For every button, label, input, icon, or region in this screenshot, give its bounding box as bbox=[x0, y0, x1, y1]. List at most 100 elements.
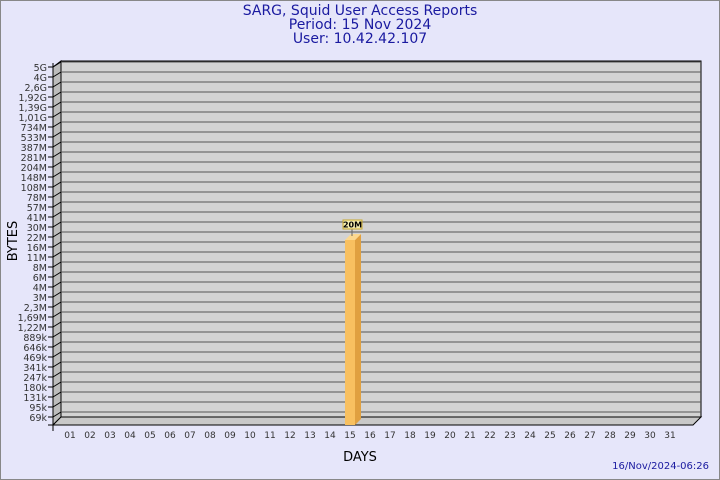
y-tick-label: 387M bbox=[21, 143, 47, 154]
y-tick-depth bbox=[52, 231, 62, 238]
y-tick-depth bbox=[52, 361, 62, 368]
y-tick-depth bbox=[52, 161, 62, 168]
y-tick-depth bbox=[52, 201, 62, 208]
y-tick-depth bbox=[52, 141, 62, 148]
y-tick-depth bbox=[52, 341, 62, 348]
x-tick-label: 21 bbox=[464, 431, 475, 441]
y-tick-label: 1,39G bbox=[18, 103, 47, 114]
bar-top bbox=[345, 233, 361, 240]
x-tick-label: 01 bbox=[64, 431, 75, 441]
x-tick-label: 30 bbox=[644, 431, 656, 441]
y-tick-label: 281M bbox=[21, 153, 47, 164]
y-tick-label: 11M bbox=[27, 253, 47, 264]
y-tick-depth bbox=[52, 171, 62, 178]
bar-front bbox=[345, 239, 355, 425]
x-tick-label: 13 bbox=[304, 431, 315, 441]
y-tick-depth bbox=[52, 241, 62, 248]
y-tick-label: 4G bbox=[34, 73, 47, 84]
y-tick-label: 108M bbox=[21, 183, 47, 194]
y-tick-label: 95k bbox=[29, 403, 47, 414]
y-tick-label: 57M bbox=[27, 203, 47, 214]
bar-value-label: 20M bbox=[343, 220, 362, 229]
y-tick-depth bbox=[52, 151, 62, 158]
y-tick-label: 22M bbox=[27, 233, 47, 244]
y-tick-depth bbox=[52, 111, 62, 118]
y-tick-label: 469k bbox=[23, 353, 47, 364]
bar-label-box bbox=[342, 219, 363, 230]
y-tick-depth bbox=[52, 71, 62, 78]
y-tick-depth bbox=[52, 381, 62, 388]
y-tick-depth bbox=[52, 81, 62, 88]
y-tick-depth bbox=[52, 211, 62, 218]
y-tick-depth bbox=[52, 311, 62, 318]
y-tick-label: 533M bbox=[21, 133, 47, 144]
y-tick-depth bbox=[52, 321, 62, 328]
y-tick-depth bbox=[52, 101, 62, 108]
generated-timestamp: 16/Nov/2024-06:26 bbox=[612, 461, 709, 472]
y-tick-depth bbox=[52, 281, 62, 288]
y-tick-depth bbox=[52, 411, 62, 418]
chart-title: SARG, Squid User Access Reports bbox=[242, 3, 478, 19]
y-tick-label: 204M bbox=[21, 163, 47, 174]
x-tick-label: 16 bbox=[364, 431, 376, 441]
y-tick-depth bbox=[52, 331, 62, 338]
y-tick-depth bbox=[52, 261, 62, 268]
y-tick-label: 2,3M bbox=[24, 303, 47, 314]
x-tick-label: 06 bbox=[164, 431, 176, 441]
x-tick-label: 04 bbox=[124, 431, 136, 441]
y-tick-label: 8M bbox=[33, 263, 47, 274]
y-tick-depth bbox=[52, 401, 62, 408]
x-tick-label: 22 bbox=[484, 431, 495, 441]
y-tick-depth bbox=[52, 391, 62, 398]
y-tick-label: 341k bbox=[23, 363, 47, 374]
y-tick-label: 41M bbox=[27, 213, 47, 224]
x-tick-label: 26 bbox=[564, 431, 576, 441]
x-tick-label: 19 bbox=[424, 431, 436, 441]
y-tick-depth bbox=[52, 181, 62, 188]
x-tick-label: 08 bbox=[204, 431, 216, 441]
y-tick-label: 148M bbox=[21, 173, 47, 184]
y-tick-label: 180k bbox=[23, 383, 47, 394]
y-tick-depth bbox=[52, 91, 62, 98]
plot-floor bbox=[51, 416, 703, 426]
y-tick-label: 1,01G bbox=[18, 113, 47, 124]
y-tick-label: 889k bbox=[23, 333, 47, 344]
bar-side bbox=[355, 233, 361, 425]
x-tick-label: 17 bbox=[384, 431, 395, 441]
y-tick-depth bbox=[52, 191, 62, 198]
x-axis-title: DAYS bbox=[343, 450, 377, 465]
y-tick-label: 1,22M bbox=[18, 323, 47, 334]
y-tick-label: 6M bbox=[33, 273, 47, 284]
y-tick-depth bbox=[52, 271, 62, 278]
x-tick-label: 12 bbox=[284, 431, 295, 441]
y-tick-label: 3M bbox=[33, 293, 47, 304]
y-tick-depth bbox=[52, 131, 62, 138]
x-tick-label: 31 bbox=[664, 431, 675, 441]
y-tick-label: 4M bbox=[33, 283, 47, 294]
x-tick-label: 20 bbox=[444, 431, 456, 441]
x-tick-label: 07 bbox=[184, 431, 195, 441]
x-tick-label: 27 bbox=[584, 431, 595, 441]
y-tick-label: 1,69M bbox=[18, 313, 47, 324]
x-tick-label: 10 bbox=[244, 431, 256, 441]
x-tick-label: 05 bbox=[144, 431, 155, 441]
chart-period: Period: 15 Nov 2024 bbox=[288, 17, 432, 33]
x-tick-label: 09 bbox=[224, 431, 236, 441]
y-tick-depth bbox=[52, 351, 62, 358]
x-tick-label: 14 bbox=[324, 431, 336, 441]
y-tick-label: 5G bbox=[34, 63, 47, 74]
y-tick-label: 1,92G bbox=[18, 93, 47, 104]
y-tick-label: 16M bbox=[27, 243, 47, 254]
y-tick-label: 646k bbox=[23, 343, 47, 354]
x-tick-label: 28 bbox=[604, 431, 616, 441]
y-tick-depth bbox=[52, 371, 62, 378]
y-tick-depth bbox=[52, 301, 62, 308]
y-tick-label: 2,6G bbox=[25, 83, 47, 94]
x-tick-label: 25 bbox=[544, 431, 555, 441]
y-tick-depth bbox=[52, 291, 62, 298]
bar-day-15: 20M bbox=[342, 219, 363, 425]
y-tick-label: 131k bbox=[23, 393, 47, 404]
x-tick-label: 02 bbox=[84, 431, 95, 441]
